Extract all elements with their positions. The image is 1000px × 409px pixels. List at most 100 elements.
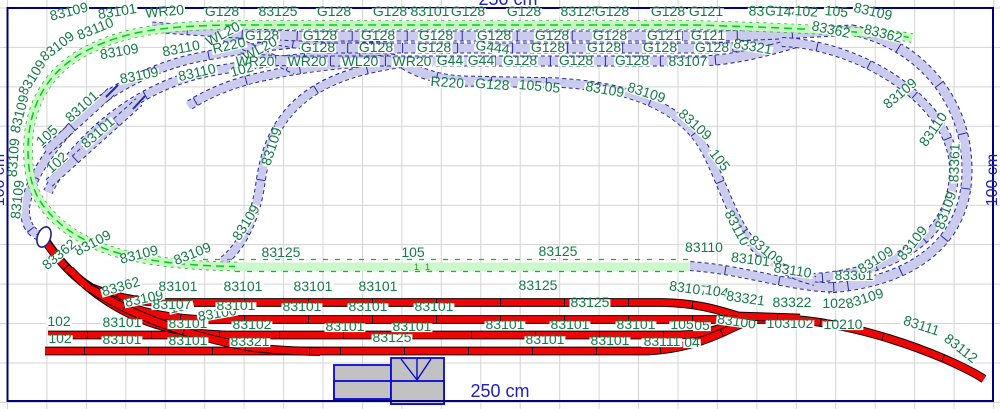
svg-text:83321: 83321 xyxy=(732,35,773,58)
svg-text:G128: G128 xyxy=(535,27,569,43)
svg-text:G128: G128 xyxy=(503,52,537,68)
svg-text:WL20: WL20 xyxy=(342,53,379,69)
svg-text:102: 102 xyxy=(822,295,846,311)
svg-text:G144: G144 xyxy=(765,2,800,20)
svg-text:10210: 10210 xyxy=(824,316,863,332)
svg-text:103102: 103102 xyxy=(767,315,814,331)
svg-text:1: 1 xyxy=(425,262,430,272)
svg-text:105: 105 xyxy=(670,316,694,332)
svg-text:83101: 83101 xyxy=(359,278,398,294)
svg-text:G121: G121 xyxy=(647,27,681,43)
svg-text:WR20: WR20 xyxy=(288,53,327,69)
svg-text:WR20: WR20 xyxy=(393,53,432,69)
svg-text:83109: 83109 xyxy=(229,201,263,243)
svg-text:83111: 83111 xyxy=(902,312,942,339)
svg-text:G128: G128 xyxy=(317,3,351,19)
svg-text:1: 1 xyxy=(414,262,419,272)
svg-text:83109: 83109 xyxy=(72,226,114,259)
svg-text:83107: 83107 xyxy=(669,53,708,69)
svg-text:83102: 83102 xyxy=(233,316,272,332)
svg-text:G128: G128 xyxy=(643,39,677,55)
svg-text:83101: 83101 xyxy=(217,297,256,313)
svg-text:83362: 83362 xyxy=(810,17,852,41)
svg-text:G44: G44 xyxy=(437,52,464,68)
svg-text:83101: 83101 xyxy=(224,278,263,294)
svg-text:105: 105 xyxy=(824,2,849,20)
svg-text:R220: R220 xyxy=(211,34,247,57)
svg-text:83109: 83109 xyxy=(99,40,140,63)
svg-text:83125: 83125 xyxy=(561,3,600,19)
svg-text:83101: 83101 xyxy=(486,316,525,332)
svg-text:83101: 83101 xyxy=(591,332,630,348)
svg-text:83101: 83101 xyxy=(294,278,333,294)
svg-text:83101: 83101 xyxy=(103,331,142,347)
svg-text:WR20: WR20 xyxy=(236,53,275,69)
svg-text:83101: 83101 xyxy=(169,315,208,331)
svg-text:G128: G128 xyxy=(615,52,649,68)
svg-text:83109: 83109 xyxy=(118,63,159,86)
svg-text:105: 105 xyxy=(518,76,543,94)
svg-text:100 cm: 100 cm xyxy=(984,154,1000,206)
svg-text:83361: 83361 xyxy=(945,143,962,183)
svg-text:83110: 83110 xyxy=(773,259,813,281)
svg-text:G128: G128 xyxy=(587,39,621,55)
svg-text:G128: G128 xyxy=(303,27,337,43)
svg-text:G128: G128 xyxy=(595,3,629,19)
svg-text:G121: G121 xyxy=(689,3,723,19)
svg-text:G128: G128 xyxy=(419,27,453,43)
svg-text:G128: G128 xyxy=(531,39,565,55)
svg-text:250 cm: 250 cm xyxy=(478,0,537,9)
svg-text:83321: 83321 xyxy=(725,287,766,308)
svg-text:83101: 83101 xyxy=(159,278,198,294)
svg-text:83125: 83125 xyxy=(539,243,578,259)
svg-text:G128: G128 xyxy=(651,3,685,19)
svg-text:83101: 83101 xyxy=(97,0,138,22)
svg-text:05: 05 xyxy=(544,78,561,96)
svg-text:G128: G128 xyxy=(373,3,407,19)
svg-text:05: 05 xyxy=(694,317,710,333)
svg-text:G128: G128 xyxy=(593,27,627,43)
svg-text:G128: G128 xyxy=(475,75,510,93)
svg-text:100 cm: 100 cm xyxy=(0,154,8,206)
svg-text:83101: 83101 xyxy=(169,332,208,348)
svg-text:105: 105 xyxy=(401,244,425,260)
svg-text:G128: G128 xyxy=(477,27,511,43)
svg-text:83101: 83101 xyxy=(393,318,432,334)
svg-text:83125: 83125 xyxy=(373,329,412,345)
svg-text:WR20: WR20 xyxy=(144,1,184,20)
svg-text:G128: G128 xyxy=(361,27,395,43)
svg-text:83125: 83125 xyxy=(262,244,301,260)
svg-text:G128: G128 xyxy=(359,39,393,55)
svg-text:83101: 83101 xyxy=(283,298,322,314)
svg-text:G128: G128 xyxy=(451,3,485,19)
svg-text:83101: 83101 xyxy=(326,318,365,334)
svg-text:83101: 83101 xyxy=(415,298,454,314)
svg-text:83109: 83109 xyxy=(852,0,894,23)
svg-text:G128: G128 xyxy=(301,39,335,55)
svg-text:102: 102 xyxy=(228,58,255,80)
svg-text:83109: 83109 xyxy=(48,0,90,24)
svg-text:102: 102 xyxy=(794,2,819,20)
svg-text:G128: G128 xyxy=(245,27,279,43)
svg-text:G444: G444 xyxy=(475,37,511,58)
svg-text:83109: 83109 xyxy=(4,137,23,177)
svg-text:102: 102 xyxy=(48,330,72,346)
svg-text:83107: 83107 xyxy=(153,296,192,312)
svg-text:83101: 83101 xyxy=(411,3,450,19)
svg-text:83101: 83101 xyxy=(526,331,565,347)
svg-text:83109: 83109 xyxy=(258,125,285,167)
svg-text:G128: G128 xyxy=(417,39,451,55)
svg-text:04: 04 xyxy=(684,334,700,350)
svg-text:G128: G128 xyxy=(205,3,239,19)
svg-text:83322: 83322 xyxy=(773,294,812,310)
svg-text:250 cm: 250 cm xyxy=(470,381,529,401)
svg-text:83107: 83107 xyxy=(668,277,709,298)
svg-text:83125: 83125 xyxy=(519,277,558,293)
svg-text:102: 102 xyxy=(47,313,71,329)
svg-text:83109: 83109 xyxy=(7,179,27,220)
svg-text:83321: 83321 xyxy=(231,333,270,349)
svg-text:83111: 83111 xyxy=(644,333,681,349)
svg-text:G128: G128 xyxy=(559,52,593,68)
svg-text:83101: 83101 xyxy=(349,298,388,314)
svg-text:83110: 83110 xyxy=(685,239,723,255)
